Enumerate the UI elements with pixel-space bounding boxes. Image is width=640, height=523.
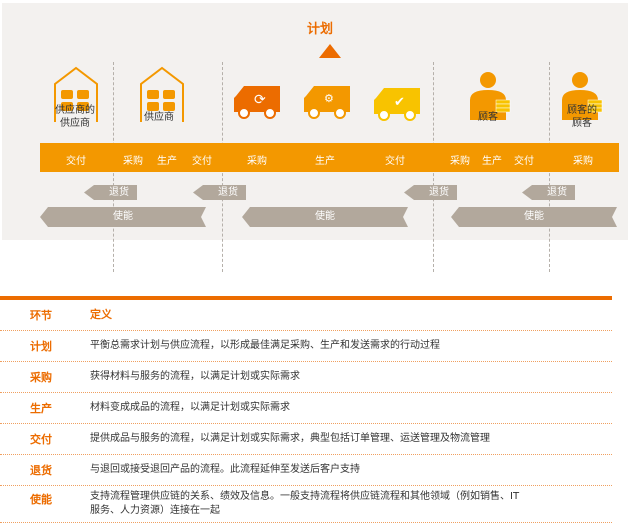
customer-icon [470, 72, 511, 120]
actor-label: 供应商 [144, 112, 174, 123]
bar-label: 交付 [385, 156, 405, 167]
svg-text:⟳: ⟳ [254, 92, 266, 108]
bar-label: 采购 [247, 156, 267, 167]
term: 交付 [30, 433, 52, 446]
definition-table: 环节 定义 计划 平衡总需求计划与供应流程，以形成最佳满足采购、生产和发送需求的行动… [0, 296, 612, 523]
bar-label: 交付 [66, 156, 86, 167]
plan-triangle-icon [319, 44, 341, 58]
svg-text:⚙: ⚙ [324, 92, 334, 105]
bar-label: 生产 [482, 156, 502, 167]
actor-label: 供应商的 供应商 [55, 105, 95, 129]
bar-label: 采购 [123, 156, 143, 167]
definition: 材料变成成品的流程，以满足计划或实际需求 [90, 402, 290, 413]
svg-text:✔: ✔ [394, 95, 405, 110]
warehouse-icon [54, 66, 98, 122]
header-def: 定义 [90, 308, 112, 321]
table-top-rule [0, 296, 612, 300]
table-row: 交付 提供成品与服务的流程，以满足计划或实际需求，典型包括订单管理、运送管理及物流… [0, 424, 612, 455]
table-header: 环节 定义 [0, 300, 612, 331]
bar-label: 采购 [573, 156, 593, 167]
term: 生产 [30, 402, 52, 415]
table-row: 采购 获得材料与服务的流程，以满足计划或实际需求 [0, 362, 612, 393]
term: 计划 [30, 340, 52, 353]
definition: 获得材料与服务的流程，以满足计划或实际需求 [90, 371, 300, 382]
definition: 提供成品与服务的流程，以满足计划或实际需求，典型包括订单管理、运送管理及物流管理 [90, 433, 490, 444]
definition: 与退回或接受退回产品的流程。此流程延伸至发送后客户支持 [90, 464, 360, 475]
table-row: 生产 材料变成成品的流程，以满足计划或实际需求 [0, 393, 612, 424]
warehouse-icon [140, 66, 184, 122]
enable-arrow: 使能 [242, 207, 408, 227]
actor-label: 顾客 [478, 112, 498, 123]
actor-label: 顾客的 顾客 [567, 105, 597, 129]
enable-arrow: 使能 [451, 207, 617, 227]
table-row: 使能 支持流程管理供应链的关系、绩效及信息。一般支持流程将供应链流程和其他领域（例… [0, 486, 612, 523]
bar-label: 生产 [157, 156, 177, 167]
bar-label: 生产 [315, 156, 335, 167]
process-bar [40, 143, 619, 172]
return-arrow: 退货 [404, 185, 457, 200]
truck-gear-icon: ⚙ [304, 86, 350, 119]
table-row: 退货 与退回或接受退回产品的流程。此流程延伸至发送后客户支持 [0, 455, 612, 486]
return-arrow: 退货 [193, 185, 246, 200]
term: 退货 [30, 464, 52, 477]
bar-label: 交付 [514, 156, 534, 167]
definition: 支持流程管理供应链的关系、绩效及信息。一般支持流程将供应链流程和其他领域（例如销… [90, 491, 520, 516]
table-row: 计划 平衡总需求计划与供应流程，以形成最佳满足采购、生产和发送需求的行动过程 [0, 331, 612, 362]
return-arrow: 退货 [522, 185, 575, 200]
bar-label: 交付 [192, 156, 212, 167]
customer-icon [562, 72, 603, 120]
enable-arrow: 使能 [40, 207, 206, 227]
header-term: 环节 [30, 309, 52, 322]
plan-title: 计划 [306, 22, 333, 37]
bar-label: 采购 [450, 156, 470, 167]
definition: 平衡总需求计划与供应流程，以形成最佳满足采购、生产和发送需求的行动过程 [90, 340, 440, 351]
truck-check-icon: ✔ [374, 88, 420, 121]
truck-return-icon: ⟳ [234, 86, 280, 119]
return-arrow: 退货 [84, 185, 137, 200]
diagram-panel [2, 3, 628, 240]
term: 采购 [30, 371, 52, 384]
term: 使能 [30, 493, 52, 506]
